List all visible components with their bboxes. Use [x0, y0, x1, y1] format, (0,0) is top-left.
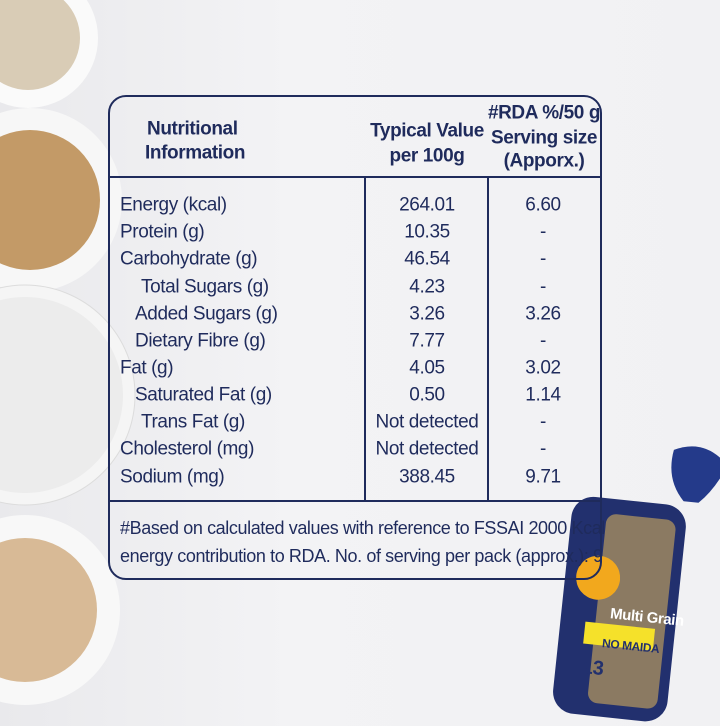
row-rda: 6.60: [525, 194, 561, 216]
bowl-grain: [0, 130, 100, 270]
row-value: 46.54: [404, 248, 450, 270]
row-rda: -: [540, 248, 546, 270]
row-value: 264.01: [399, 194, 455, 216]
bread-bag: [553, 446, 720, 722]
header-cell: (Apporx.): [503, 150, 585, 172]
column-rule: [487, 177, 489, 500]
row-rda: -: [540, 330, 546, 352]
row-label: Protein (g): [120, 221, 205, 243]
row-label: Cholesterol (mg): [120, 438, 255, 460]
row-label: Added Sugars (g): [135, 303, 278, 325]
row-value: 3.26: [409, 303, 445, 325]
row-value: 388.45: [399, 466, 455, 488]
bowl-flour: [0, 297, 123, 493]
column-rule: [364, 177, 366, 500]
header-cell: Serving size: [490, 127, 598, 149]
label-band: [583, 621, 656, 651]
header-cell: Nutritional: [147, 118, 238, 140]
row-value: 4.23: [409, 276, 445, 298]
row-label: Trans Fat (g): [141, 411, 245, 433]
footnote-line: #Based on calculated values with referen…: [120, 518, 605, 538]
header-cell: Typical Value: [370, 120, 484, 142]
product-grains: 13: [580, 655, 605, 681]
row-value: Not detected: [375, 411, 479, 433]
header-cell: Information: [145, 142, 246, 164]
row-value: 7.77: [409, 330, 445, 352]
bag-knot: [671, 446, 720, 503]
row-rda: -: [540, 276, 546, 298]
row-label: Saturated Fat (g): [135, 384, 272, 406]
row-label: Dietary Fibre (g): [135, 330, 266, 352]
header-rule: [108, 176, 602, 178]
row-label: Energy (kcal): [120, 194, 227, 216]
row-rda: -: [540, 438, 546, 460]
bowl-bran: [0, 538, 97, 682]
row-rda: 9.71: [525, 466, 561, 488]
row-value: 4.05: [409, 357, 445, 379]
row-rda: 1.14: [525, 384, 561, 406]
row-rda: -: [540, 221, 546, 243]
header-cell: #RDA %/50 g: [487, 102, 601, 124]
bowl-quinoa: [0, 0, 80, 90]
row-rda: -: [540, 411, 546, 433]
footnote-line: energy contribution to RDA. No. of servi…: [120, 546, 603, 566]
row-label: Sodium (mg): [120, 466, 225, 488]
row-label: Total Sugars (g): [141, 276, 269, 298]
row-rda: 3.02: [525, 357, 561, 379]
row-value: 0.50: [409, 384, 445, 406]
row-rda: 3.26: [525, 303, 561, 325]
header-cell: per 100g: [389, 145, 465, 167]
row-label: Carbohydrate (g): [120, 248, 258, 270]
row-value: Not detected: [375, 438, 479, 460]
table-border: [108, 95, 602, 580]
footer-rule: [108, 500, 602, 502]
row-value: 10.35: [404, 221, 450, 243]
row-label: Fat (g): [120, 357, 174, 379]
